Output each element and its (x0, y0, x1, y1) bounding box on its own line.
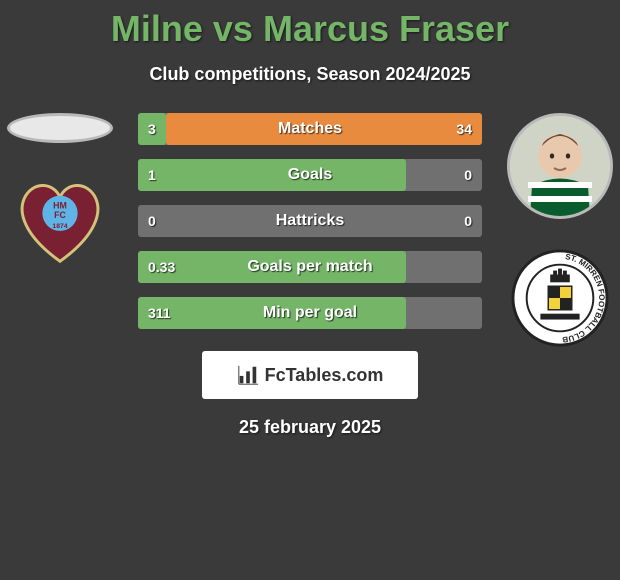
comparison-date: 25 february 2025 (0, 417, 620, 438)
stat-row: 0 0Hattricks (138, 205, 482, 237)
stat-label: Hattricks (138, 212, 482, 230)
stat-row: 334Matches (138, 113, 482, 145)
site-name: FcTables.com (265, 365, 384, 386)
player-photo-left (7, 113, 113, 143)
stat-row: 0.33Goals per match (138, 251, 482, 283)
stat-value-left: 3 (148, 121, 156, 137)
bar-left-fill (138, 297, 406, 329)
svg-text:FC: FC (54, 210, 66, 220)
stat-value-left: 0 (148, 213, 156, 229)
comparison-content: HM FC 1874 (0, 113, 620, 329)
stat-value-right: 0 (464, 167, 472, 183)
player-photo-right (507, 113, 613, 219)
stat-value-right: 34 (456, 121, 472, 137)
bar-chart-icon (237, 364, 259, 386)
bar-left-fill (138, 159, 406, 191)
club-crest-left: HM FC 1874 (11, 179, 109, 265)
site-logo[interactable]: FcTables.com (202, 351, 418, 399)
stat-value-left: 0.33 (148, 259, 175, 275)
page-title: Milne vs Marcus Fraser (0, 0, 620, 50)
svg-text:HM: HM (53, 200, 67, 210)
bar-right-fill (166, 113, 482, 145)
bar-left-fill (138, 251, 406, 283)
right-column: ST. MIRREN FOOTBALL CLUB (500, 113, 620, 341)
stats-bars: 334Matches10Goals00Hattricks0.33Goals pe… (138, 113, 482, 329)
svg-text:1874: 1874 (52, 223, 67, 230)
stat-value-right: 0 (464, 213, 472, 229)
stmirren-crest-icon: ST. MIRREN FOOTBALL CLUB (511, 249, 609, 347)
left-column: HM FC 1874 (0, 113, 120, 265)
stat-row: 311Min per goal (138, 297, 482, 329)
stat-value-left: 311 (148, 305, 171, 321)
stat-row: 10Goals (138, 159, 482, 191)
hearts-crest-icon: HM FC 1874 (11, 178, 109, 266)
club-crest-right: ST. MIRREN FOOTBALL CLUB (511, 255, 609, 341)
stat-value-left: 1 (148, 167, 156, 183)
player-avatar-icon (510, 116, 610, 216)
subtitle: Club competitions, Season 2024/2025 (0, 64, 620, 85)
